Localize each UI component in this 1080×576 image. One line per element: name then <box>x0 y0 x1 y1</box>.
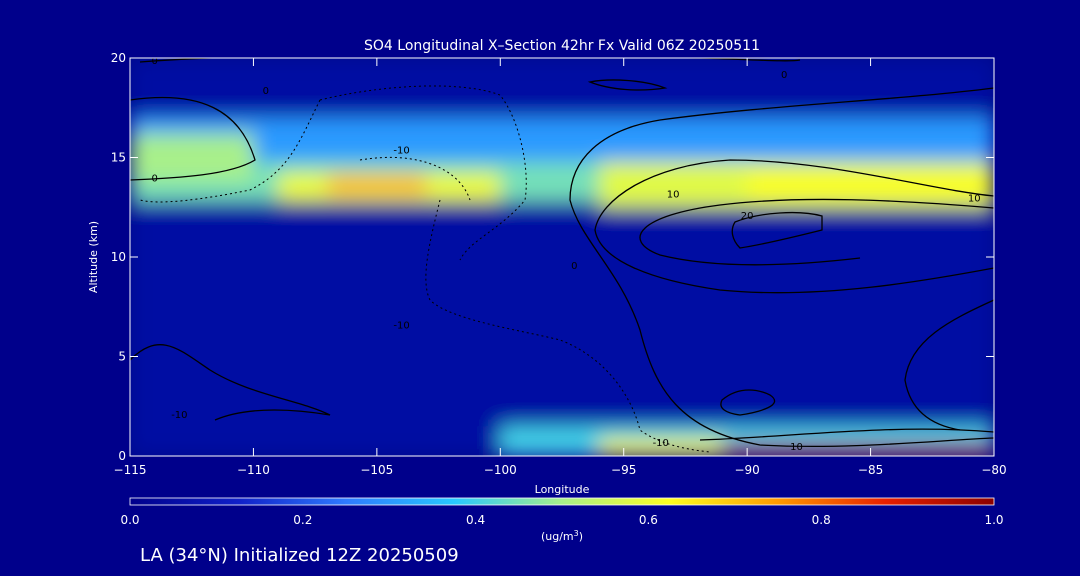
y-axis: 0 5 10 15 20 <box>111 51 994 463</box>
x-tick-label: −95 <box>611 463 636 477</box>
contour-line <box>639 198 994 266</box>
contour-line <box>720 389 776 416</box>
contour-line <box>594 159 994 294</box>
contour-line <box>569 87 994 448</box>
contour-lines <box>130 58 994 448</box>
contour-label: 0 <box>151 173 157 184</box>
contour-label: 0 <box>571 261 577 272</box>
concentration-cell <box>722 444 994 456</box>
x-axis: −115 −110 −105 −100 −95 −90 −85 −80 <box>114 58 1007 477</box>
contour-label: 10 <box>667 189 680 200</box>
y-axis-label: Altitude (km) <box>87 221 100 293</box>
y-tick-label: 15 <box>111 151 126 165</box>
x-tick-label: −90 <box>734 463 759 477</box>
dotted-contours <box>139 85 711 453</box>
dotted-contour-line <box>319 85 527 261</box>
contour-line <box>699 428 994 441</box>
contour-label: 0 <box>151 56 157 67</box>
colorbar-frame <box>129 497 995 506</box>
location-init-label: LA (34°N) Initialized 12Z 20250509 <box>140 545 459 566</box>
concentration-cell <box>130 133 254 182</box>
contour-label: -10 <box>171 410 187 421</box>
concentration-cell <box>327 175 427 194</box>
contour-line <box>130 344 331 421</box>
colorbar-tick-label: 1.0 <box>984 513 1003 527</box>
colorbar-tick-label: 0.6 <box>639 513 658 527</box>
concentration-field <box>130 58 994 456</box>
dotted-contour-line <box>139 99 321 203</box>
contour-label: -10 <box>653 438 669 449</box>
y-tick-label: 0 <box>118 449 126 463</box>
colorbar-unit-label: (ug/m3) <box>541 529 583 543</box>
contour-label: 20 <box>741 211 754 222</box>
contour-line <box>139 58 801 63</box>
x-tick-label: −80 <box>981 463 1006 477</box>
dotted-contour-line <box>359 156 471 201</box>
x-tick-label: −110 <box>237 463 270 477</box>
contour-labels: 0 0 0 -10 0 10 10 20 0 -10 -10 -10 10 <box>151 56 981 453</box>
contour-label: 10 <box>968 193 981 204</box>
concentration-cell <box>599 440 723 456</box>
colorbar-tick-label: 0.4 <box>466 513 485 527</box>
contour-line <box>587 79 668 91</box>
contour-line <box>731 211 823 249</box>
colorbar-gradient <box>130 498 994 505</box>
dotted-contour-line <box>425 199 711 453</box>
x-tick-label: −85 <box>858 463 883 477</box>
x-axis-label: Longitude <box>535 483 590 496</box>
x-tick-label: −105 <box>360 463 393 477</box>
x-tick-label: −100 <box>484 463 517 477</box>
contour-label: 0 <box>263 86 269 97</box>
y-tick-label: 10 <box>111 250 126 264</box>
contour-label: 10 <box>790 442 803 453</box>
chart-title: SO4 Longitudinal X–Section 42hr Fx Valid… <box>364 38 760 54</box>
colorbar: 0.0 0.2 0.4 0.6 0.8 1.0 (ug/m3) <box>120 497 1004 543</box>
contour-label: -10 <box>393 146 409 157</box>
colorbar-tick-label: 0.2 <box>293 513 312 527</box>
contour-label: -10 <box>393 321 409 332</box>
contour-line <box>130 96 256 181</box>
contour-label: 0 <box>781 70 787 81</box>
colorbar-tick-label: 0.0 <box>120 513 139 527</box>
y-tick-label: 20 <box>111 51 126 65</box>
concentration-cell <box>747 173 994 198</box>
colorbar-tick-label: 0.8 <box>812 513 831 527</box>
contour-line <box>904 299 994 431</box>
y-tick-label: 5 <box>118 350 126 364</box>
x-tick-label: −115 <box>114 463 147 477</box>
